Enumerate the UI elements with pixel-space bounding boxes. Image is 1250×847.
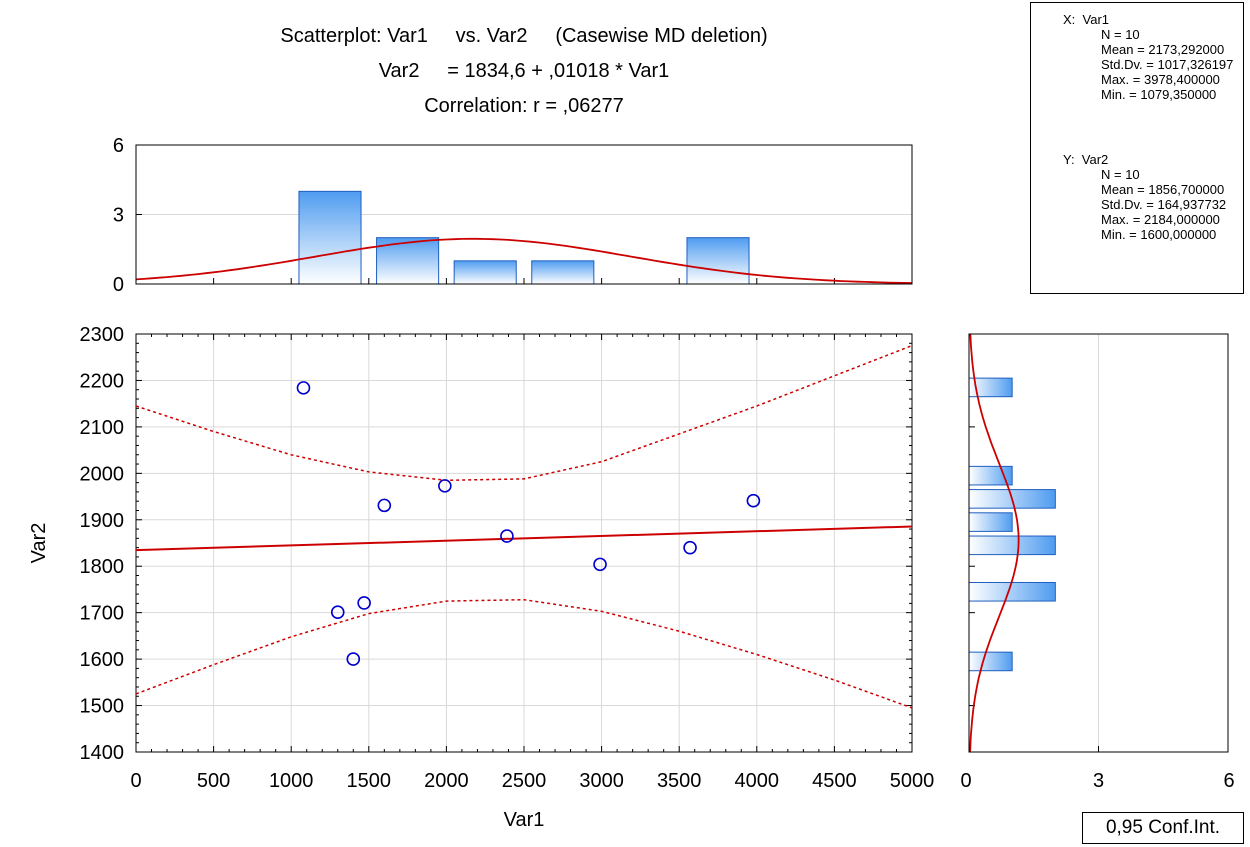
x-tick-label: 3500	[657, 770, 702, 792]
stats-y-min: Min. = 1600,000000	[1101, 227, 1217, 242]
regression-line	[135, 525, 913, 552]
scatter-point	[438, 479, 452, 493]
hist-x-bar	[531, 260, 595, 285]
confidence-band-upper	[135, 344, 913, 482]
scatter-point	[330, 605, 345, 620]
hist-y-bar	[968, 535, 1056, 556]
stats-y-std: Std.Dv. = 164,937732	[1101, 197, 1227, 212]
stats-x-n: N = 10	[1101, 27, 1140, 42]
hist-x-bar	[298, 190, 362, 285]
hist-x-y-tick-label: 6	[113, 135, 124, 157]
stats-y-max: Max. = 2184,000000	[1101, 212, 1220, 227]
stats-x-std: Std.Dv. = 1017,326197	[1101, 57, 1234, 72]
x-tick-label: 500	[197, 770, 230, 792]
hist-y-x-tick-label: 0	[960, 770, 971, 792]
stats-x-header: X: Var1	[1063, 12, 1110, 27]
scatter-point	[296, 381, 311, 395]
hist-y-bar	[968, 512, 1013, 532]
correlation-label: Correlation: r = ,06277	[424, 95, 624, 117]
y-tick-label: 2200	[80, 370, 125, 392]
hist-y-x-tick-label: 3	[1093, 770, 1104, 792]
scatter-plot-frame	[135, 333, 913, 753]
stats-y-mean: Mean = 1856,700000	[1101, 182, 1225, 197]
x-tick-label: 0	[130, 770, 141, 792]
scatter-point	[357, 596, 371, 610]
stats-x-mean: Mean = 2173,292000	[1101, 42, 1225, 57]
y-tick-label: 1900	[80, 510, 125, 532]
stats-x-min: Min. = 1079,350000	[1101, 87, 1217, 102]
scatter-point	[346, 652, 361, 666]
scatter-point	[593, 557, 607, 572]
scatter-point	[746, 493, 761, 508]
x-tick-label: 1500	[347, 770, 392, 792]
x-tick-label: 4000	[735, 770, 780, 792]
x-tick-label: 2000	[424, 770, 469, 792]
hist-y-x-tick-label: 6	[1223, 770, 1234, 792]
scatter-point	[500, 529, 514, 543]
scatter-point	[377, 498, 392, 513]
scatter-point	[683, 540, 697, 555]
hist-y-bar	[968, 581, 1056, 602]
hist-x-y-tick-label: 3	[113, 205, 124, 227]
chart-title: Scatterplot: Var1 vs. Var2 (Casewise MD …	[280, 25, 768, 47]
stats-y-n: N = 10	[1101, 167, 1140, 182]
y-tick-label: 1500	[80, 696, 125, 718]
y-tick-label: 1400	[80, 742, 125, 764]
hist-x-bar	[686, 237, 750, 285]
hist-y-normal-curve	[969, 333, 1020, 753]
y-tick-label: 1600	[80, 649, 125, 671]
hist-y-frame	[968, 333, 1229, 753]
x-tick-label: 3000	[579, 770, 624, 792]
confidence-band-lower	[135, 598, 913, 709]
x-tick-label: 2500	[502, 770, 547, 792]
y-tick-label: 2300	[80, 324, 125, 346]
y-tick-label: 2000	[80, 463, 125, 485]
y-tick-label: 2100	[80, 417, 125, 439]
x-tick-label: 1000	[269, 770, 314, 792]
hist-x-normal-curve	[135, 237, 913, 284]
conf-int-legend: 0,95 Conf.Int.	[1082, 812, 1244, 844]
y-tick-label: 1800	[80, 556, 125, 578]
x-axis-label: Var1	[504, 809, 545, 831]
hist-x-frame	[135, 144, 913, 285]
hist-x-bar	[453, 260, 517, 285]
y-axis-label: Var2	[28, 523, 50, 564]
x-tick-label: 5000	[890, 770, 935, 792]
stats-box: X: Var1 N = 10 Mean = 2173,292000 Std.Dv…	[1030, 2, 1244, 294]
hist-y-bar	[968, 651, 1013, 672]
regression-equation: Var2 = 1834,6 + ,01018 * Var1	[378, 60, 670, 82]
y-tick-label: 1700	[80, 603, 125, 625]
stats-x-max: Max. = 3978,400000	[1101, 72, 1220, 87]
x-tick-label: 4500	[812, 770, 857, 792]
stats-y-header: Y: Var2	[1063, 152, 1109, 167]
hist-x-y-tick-label: 0	[113, 274, 124, 296]
